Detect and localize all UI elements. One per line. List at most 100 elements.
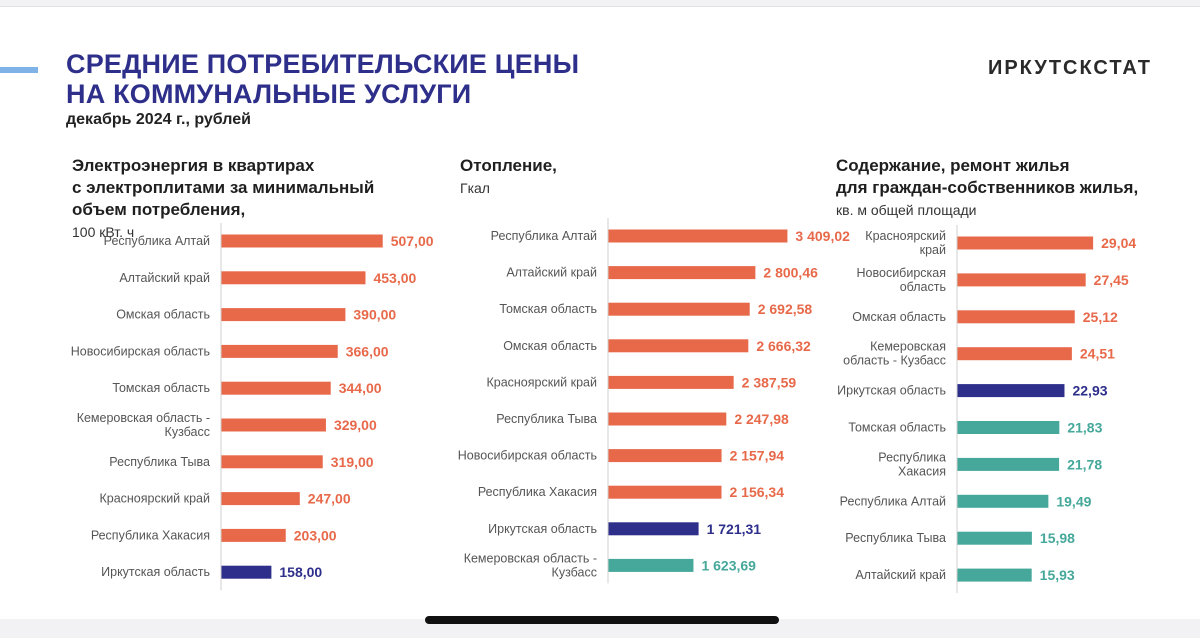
value-label: 507,00 (391, 233, 434, 249)
title-line-1: СРЕДНИЕ ПОТРЕБИТЕЛЬСКИЕ ЦЕНЫ (66, 49, 580, 79)
bar (221, 381, 331, 395)
value-label: 2 800,46 (763, 265, 818, 281)
category-label: Алтайский край (119, 271, 210, 285)
category-label: Республика Хакасия (878, 450, 946, 478)
accent-line (0, 67, 38, 73)
value-label: 390,00 (353, 307, 396, 323)
category-label: Красноярский край (486, 375, 597, 389)
bar (957, 273, 1086, 287)
chart-1-title-line-2: с электроплитами за минимальный (72, 178, 375, 197)
value-label: 158,00 (279, 564, 322, 580)
value-label: 21,78 (1067, 456, 1102, 472)
chart-3-title-line-1: Содержание, ремонт жилья (836, 156, 1070, 175)
category-label: Томская область (848, 421, 946, 435)
category-label: Иркутская область (488, 522, 597, 536)
value-label: 366,00 (346, 343, 389, 359)
category-label: Новосибирская область (458, 449, 597, 463)
chart-2-title: Отопление, Гкал (460, 155, 557, 199)
bar (608, 522, 699, 536)
category-label: Республика Тыва (496, 412, 597, 426)
bar (957, 421, 1060, 434)
chart-1-title: Электроэнергия в квартирах с электроплит… (72, 155, 374, 243)
category-label: Новосибирская область (857, 266, 946, 294)
chart-2-title-line-1: Отопление, (460, 156, 557, 175)
chart-3-title-line-2: для граждан-собственников жилья, (836, 178, 1139, 197)
bar (957, 494, 1049, 508)
category-label: Омская область (852, 310, 946, 324)
bar (608, 375, 734, 389)
value-label: 25,12 (1083, 309, 1118, 325)
value-label: 15,98 (1040, 530, 1075, 546)
bar (957, 236, 1094, 250)
chart-3-title: Содержание, ремонт жилья для граждан-соб… (836, 155, 1138, 221)
title-line-2: НА КОММУНАЛЬНЫЕ УСЛУГИ (66, 79, 472, 109)
value-label: 2 156,34 (729, 484, 784, 500)
bar (221, 528, 286, 542)
page-title: СРЕДНИЕ ПОТРЕБИТЕЛЬСКИЕ ЦЕНЫ НА КОММУНАЛ… (66, 49, 579, 109)
bar (608, 339, 749, 353)
value-label: 24,51 (1080, 346, 1115, 362)
category-label: Иркутская область (837, 384, 946, 398)
value-label: 15,93 (1040, 567, 1075, 583)
value-label: 453,00 (373, 270, 416, 286)
chart-1-title-line-3-text: объем потребления, (72, 200, 246, 219)
brand-logo: ИРКУТСКСТАТ (987, 57, 1152, 79)
value-label: 247,00 (308, 491, 351, 507)
home-indicator (425, 616, 779, 624)
bar (957, 384, 1065, 398)
chart-1-title-line-3: объем потребления, 100 кВт. ч (72, 199, 374, 243)
value-label: 1 721,31 (707, 521, 762, 537)
bar (957, 568, 1032, 582)
category-label: Алтайский край (506, 266, 597, 280)
bar (608, 302, 750, 316)
bar (221, 565, 272, 579)
category-label: Красноярский край (865, 229, 946, 257)
bar (221, 308, 346, 322)
bar (221, 492, 300, 506)
bar (608, 229, 788, 243)
bar (608, 266, 756, 280)
category-label: Томская область (112, 381, 210, 395)
chart-1-unit: 100 кВт. ч (72, 224, 135, 240)
bar (608, 485, 722, 499)
bar (957, 531, 1032, 545)
chart-3-unit: кв. м общей площади (836, 202, 977, 218)
value-label: 21,83 (1067, 420, 1102, 436)
bar (221, 271, 366, 285)
value-label: 329,00 (334, 417, 377, 433)
value-label: 344,00 (339, 380, 382, 396)
category-label: Республика Тыва (845, 531, 946, 545)
category-label: Красноярский край (99, 492, 210, 506)
value-label: 2 692,58 (758, 301, 813, 317)
chart-heating: Республика Алтай 3 409,02 Алтайский край 2 … (458, 218, 850, 584)
value-label: 29,04 (1101, 235, 1136, 251)
bar (608, 449, 722, 463)
category-label: Омская область (116, 308, 210, 322)
category-label: Республика Алтай (840, 494, 946, 508)
category-label: Республика Алтай (491, 229, 597, 243)
bar (221, 344, 338, 358)
category-label: Республика Алтай (104, 234, 210, 248)
slide: СРЕДНИЕ ПОТРЕБИТЕЛЬСКИЕ ЦЕНЫ НА КОММУНАЛ… (0, 6, 1200, 619)
category-label: Республика Хакасия (91, 528, 210, 542)
bar (957, 457, 1060, 471)
category-label: Иркутская область (101, 565, 210, 579)
value-label: 2 247,98 (734, 411, 789, 427)
bar (608, 558, 694, 572)
value-label: 19,49 (1056, 493, 1091, 509)
category-label: Томская область (499, 302, 597, 316)
category-label: Алтайский край (855, 568, 946, 582)
value-label: 2 157,94 (730, 448, 785, 464)
bar (221, 418, 326, 432)
category-label: Новосибирская область (71, 344, 210, 358)
category-label: Омская область (503, 339, 597, 353)
bar (221, 234, 383, 248)
value-label: 22,93 (1072, 383, 1107, 399)
chart-electricity: Республика Алтай 507,00 Алтайский край 453,… (71, 223, 434, 591)
value-label: 3 409,02 (795, 228, 850, 244)
value-label: 2 666,32 (756, 338, 811, 354)
category-label: Кемеровская область -Кузбасс (464, 551, 597, 579)
bar (608, 412, 727, 426)
value-label: 2 387,59 (742, 374, 797, 390)
bar (221, 455, 323, 469)
